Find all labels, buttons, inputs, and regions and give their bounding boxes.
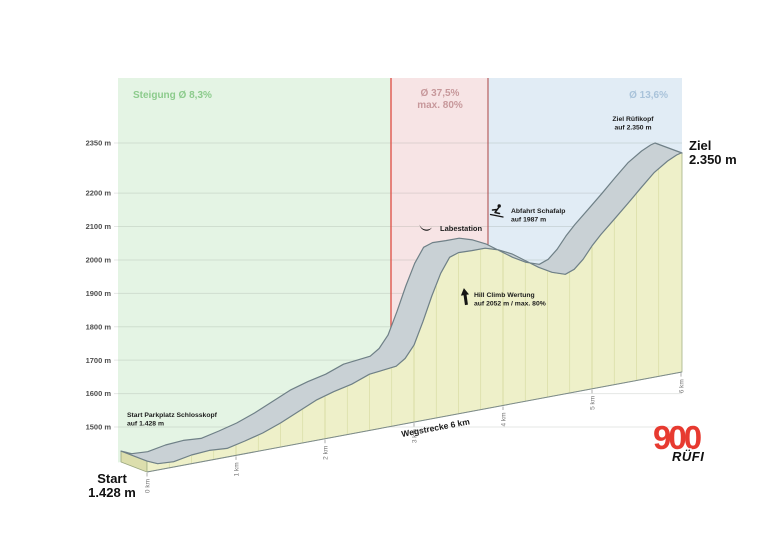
km-label: 4 km bbox=[501, 412, 508, 426]
y-axis-label: 1600 m bbox=[86, 389, 112, 398]
y-axis-label: 2100 m bbox=[86, 222, 112, 231]
annotation-hillclimb: Hill Climb Wertung auf 2052 m / max. 80% bbox=[460, 288, 546, 308]
y-axis-labels: 2350 m 2200 m 2100 m 2000 m 1900 m 1800 m 1700… bbox=[86, 139, 112, 432]
ziel-label-line2: 2.350 m bbox=[689, 152, 737, 167]
km-label: 5 km bbox=[590, 396, 597, 410]
km-label: 6 km bbox=[679, 379, 686, 393]
km-label: 3 km bbox=[412, 429, 419, 443]
start-label-line1: Start bbox=[97, 471, 127, 486]
zone-label-pink-line2: max. 80% bbox=[417, 100, 463, 111]
annotation-text: Start Parkplatz Schlosskopf bbox=[127, 412, 218, 419]
refreshment-crescent-icon bbox=[419, 224, 432, 231]
logo-number: 900 bbox=[653, 419, 701, 456]
x-axis-labels: 0 km 1 km 2 km 3 km 4 km 5 km 6 km bbox=[145, 373, 686, 493]
y-axis-label: 2350 m bbox=[86, 139, 112, 148]
zone-label-blue: Ø 13,6% bbox=[629, 90, 668, 101]
baseline bbox=[146, 371, 683, 473]
annotation-abfahrt: Abfahrt Schafalp auf 1987 m bbox=[489, 204, 565, 224]
ruefi-900-logo: 900 RÜFI bbox=[653, 419, 705, 465]
ziel-label: Ziel 2.350 m bbox=[689, 138, 737, 167]
y-axis-label: 2200 m bbox=[86, 189, 112, 198]
km-label: 1 km bbox=[234, 462, 241, 476]
start-label-line2: 1.428 m bbox=[88, 485, 136, 500]
zone-boundary-lines bbox=[390, 78, 489, 340]
y-axis-label: 2000 m bbox=[86, 256, 112, 265]
annotation-ziel-ruefikopf: Ziel Rüfikopf auf 2.350 m bbox=[612, 116, 654, 132]
annotation-text: Labestation bbox=[440, 224, 483, 233]
y-axis-label: 1500 m bbox=[86, 423, 112, 432]
y-axis-label: 1900 m bbox=[86, 289, 112, 298]
up-arrow-icon bbox=[460, 288, 470, 306]
profile-3d-body bbox=[120, 142, 683, 473]
annotation-text: Abfahrt Schafalp bbox=[511, 208, 565, 215]
ziel-label-line1: Ziel bbox=[689, 138, 711, 153]
logo-wordmark: RÜFI bbox=[672, 449, 704, 464]
zone-label-pink-line1: Ø 37,5% bbox=[421, 88, 460, 99]
annotation-text: Hill Climb Wertung bbox=[474, 292, 535, 299]
zone-fill bbox=[118, 78, 391, 463]
skier-icon bbox=[489, 204, 504, 218]
y-axis-label: 1700 m bbox=[86, 356, 112, 365]
start-label: Start 1.428 m bbox=[88, 471, 136, 500]
annotation-start-parkplatz: Start Parkplatz Schlosskopf auf 1.428 m bbox=[127, 412, 218, 428]
annotation-text: auf 2052 m / max. 80% bbox=[474, 301, 546, 308]
km-label: 0 km bbox=[145, 479, 152, 493]
annotation-text: auf 1987 m bbox=[511, 217, 546, 224]
km-label: 2 km bbox=[323, 446, 330, 460]
profile-surface bbox=[120, 142, 683, 465]
annotation-text: auf 2.350 m bbox=[614, 125, 651, 132]
y-axis-label: 1800 m bbox=[86, 322, 112, 331]
zone-label-green: Steigung Ø 8,3% bbox=[133, 90, 212, 101]
annotation-text: auf 1.428 m bbox=[127, 421, 164, 428]
annotation-labestation: Labestation bbox=[419, 224, 483, 233]
annotation-text: Ziel Rüfikopf bbox=[612, 116, 654, 123]
